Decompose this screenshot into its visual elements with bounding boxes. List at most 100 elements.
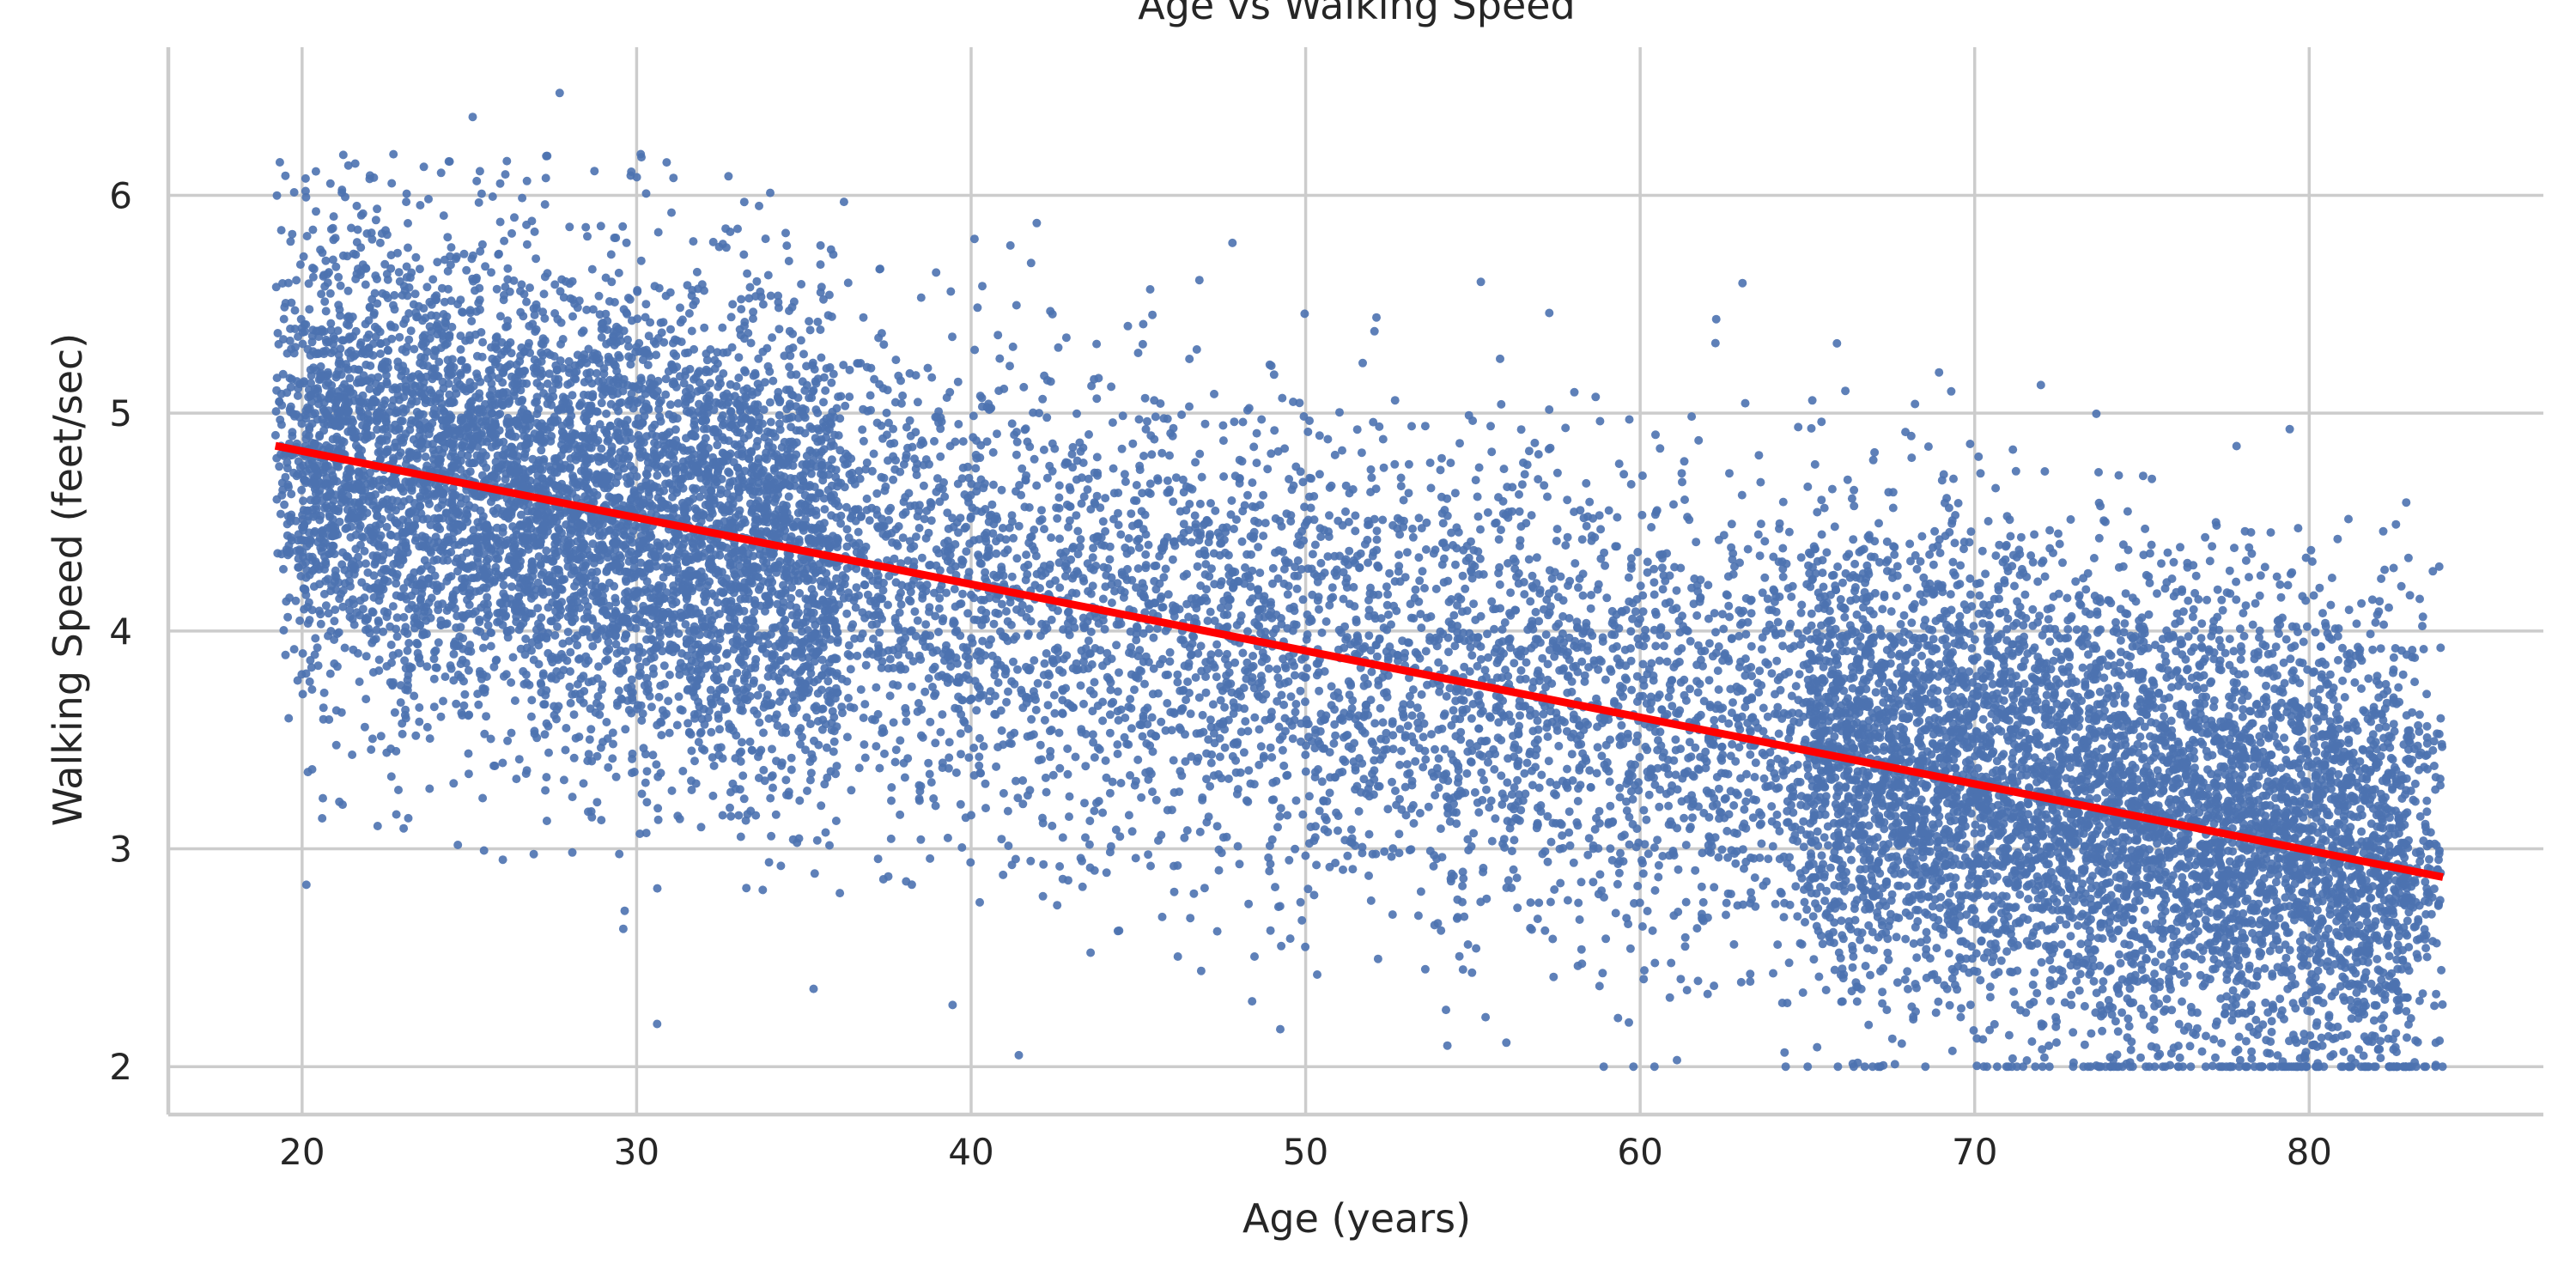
scatter-point (1497, 399, 1506, 409)
scatter-point (2230, 544, 2239, 553)
scatter-point (1767, 669, 1777, 678)
scatter-point (1704, 580, 1713, 590)
scatter-point (1263, 465, 1273, 474)
scatter-point (2045, 956, 2055, 965)
scatter-point (1032, 481, 1042, 490)
scatter-point (374, 655, 384, 665)
scatter-point (449, 779, 459, 788)
scatter-point (388, 602, 398, 611)
scatter-point (880, 749, 889, 758)
scatter-point (1390, 577, 1400, 586)
scatter-point (1886, 607, 1896, 617)
scatter-point (899, 459, 908, 469)
scatter-point (1345, 546, 1354, 556)
scatter-point (1391, 787, 1400, 795)
scatter-point (989, 480, 998, 489)
scatter-point (1735, 620, 1745, 629)
scatter-point (486, 497, 495, 507)
scatter-point (768, 333, 777, 343)
scatter-point (1279, 700, 1289, 709)
scatter-point (482, 712, 491, 721)
scatter-point (559, 775, 568, 785)
scatter-point (1073, 550, 1083, 559)
scatter-point (2004, 1030, 2014, 1040)
scatter-point (856, 685, 866, 695)
scatter-point (2109, 661, 2118, 670)
scatter-point (608, 754, 617, 763)
scatter-point (2093, 793, 2102, 803)
scatter-point (960, 524, 969, 533)
scatter-point (2051, 1012, 2061, 1022)
scatter-point (621, 725, 630, 734)
scatter-point (1893, 562, 1902, 571)
scatter-point (321, 307, 331, 316)
scatter-point (1181, 756, 1190, 766)
scatter-point (1334, 811, 1343, 821)
scatter-point (2357, 684, 2366, 693)
scatter-point (1042, 649, 1051, 658)
scatter-point (1382, 728, 1391, 738)
scatter-point (2071, 732, 2081, 742)
scatter-point (1864, 821, 1874, 830)
scatter-point (2114, 471, 2123, 480)
scatter-point (844, 694, 853, 702)
scatter-point (1090, 806, 1099, 816)
scatter-point (1849, 952, 1858, 961)
scatter-point (1157, 717, 1166, 726)
scatter-point (1678, 477, 1686, 487)
scatter-point (1978, 714, 1988, 724)
scatter-point (707, 727, 716, 737)
scatter-point (1126, 695, 1135, 704)
scatter-point (1367, 473, 1376, 483)
scatter-point (1490, 765, 1499, 774)
scatter-point (1462, 769, 1472, 778)
scatter-point (432, 663, 441, 672)
scatter-point (1750, 773, 1759, 781)
scatter-point (1602, 593, 1612, 603)
scatter-point (1874, 519, 1883, 528)
scatter-point (2229, 647, 2239, 656)
scatter-point (1548, 934, 1558, 944)
scatter-point (1240, 704, 1249, 714)
scatter-point (394, 786, 403, 794)
scatter-point (1930, 526, 1940, 536)
scatter-point (1020, 502, 1030, 512)
scatter-point (620, 906, 629, 915)
scatter-point (2191, 571, 2201, 580)
scatter-point (1054, 493, 1064, 502)
scatter-point (1252, 459, 1261, 468)
scatter-point (424, 194, 433, 204)
scatter-point (1626, 644, 1635, 653)
scatter-point (1820, 503, 1829, 513)
scatter-point (1517, 480, 1527, 489)
scatter-point (2430, 1001, 2439, 1011)
scatter-point (1483, 507, 1492, 517)
scatter-point (1773, 940, 1783, 950)
scatter-point (1595, 511, 1604, 520)
scatter-point (1833, 1062, 1843, 1072)
scatter-point (1755, 666, 1765, 676)
scatter-point (1157, 912, 1167, 921)
scatter-point (2228, 847, 2238, 856)
scatter-point (1394, 829, 1404, 839)
scatter-point (2081, 585, 2091, 594)
scatter-point (2184, 632, 2193, 641)
scatter-point (579, 779, 588, 788)
scatter-point (602, 718, 611, 726)
scatter-point (1219, 472, 1229, 481)
scatter-point (869, 449, 878, 459)
scatter-point (2038, 1045, 2047, 1054)
scatter-point (1343, 851, 1352, 860)
scatter-point (1803, 482, 1813, 491)
scatter-point (890, 757, 900, 767)
scatter-point (1725, 469, 1734, 478)
scatter-point (2099, 977, 2108, 986)
scatter-point (1113, 740, 1122, 750)
scatter-point (436, 712, 446, 721)
scatter-point (1243, 726, 1253, 736)
scatter-point (1852, 997, 1862, 1006)
scatter-point (542, 719, 551, 728)
scatter-point (842, 677, 852, 686)
scatter-point (1722, 898, 1731, 908)
scatter-point (1849, 535, 1858, 544)
